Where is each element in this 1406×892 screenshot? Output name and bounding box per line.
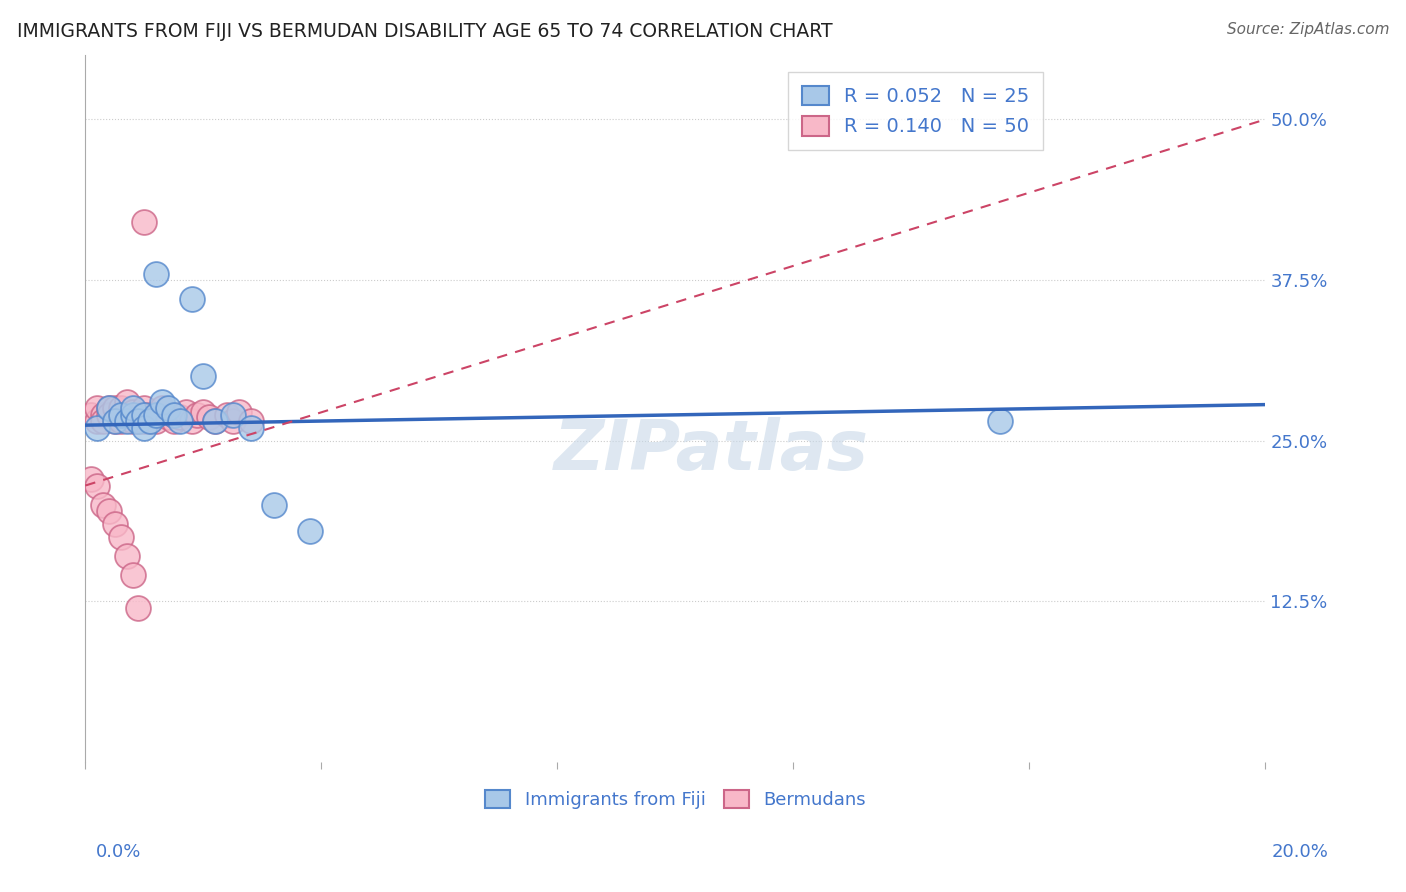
Legend: Immigrants from Fiji, Bermudans: Immigrants from Fiji, Bermudans <box>478 782 873 816</box>
Point <box>239 414 262 428</box>
Point <box>115 395 138 409</box>
Point <box>139 414 162 428</box>
Point <box>169 414 191 428</box>
Point <box>80 472 103 486</box>
Point <box>134 408 156 422</box>
Point <box>97 504 120 518</box>
Point <box>97 401 120 416</box>
Point <box>110 530 132 544</box>
Point <box>86 421 108 435</box>
Point <box>121 401 143 416</box>
Point <box>91 414 114 428</box>
Point <box>156 410 179 425</box>
Point <box>186 408 208 422</box>
Point <box>86 401 108 416</box>
Point <box>139 414 162 428</box>
Point <box>298 524 321 538</box>
Point <box>104 401 127 416</box>
Point <box>222 408 245 422</box>
Point <box>174 405 197 419</box>
Point <box>121 408 143 422</box>
Text: 0.0%: 0.0% <box>96 843 141 861</box>
Point <box>86 414 108 428</box>
Point <box>180 292 202 306</box>
Point <box>91 408 114 422</box>
Point <box>104 414 127 428</box>
Point <box>134 421 156 435</box>
Point <box>91 498 114 512</box>
Point <box>121 414 143 428</box>
Point <box>127 414 149 428</box>
Point <box>198 410 221 425</box>
Text: ZIPatlas: ZIPatlas <box>554 417 869 484</box>
Point <box>193 369 215 384</box>
Point <box>163 414 186 428</box>
Point <box>215 408 238 422</box>
Point <box>127 414 149 428</box>
Point <box>134 408 156 422</box>
Point <box>139 408 162 422</box>
Point <box>988 414 1011 428</box>
Point <box>204 414 226 428</box>
Point <box>80 408 103 422</box>
Point <box>110 408 132 422</box>
Point <box>145 414 167 428</box>
Point <box>156 401 179 416</box>
Point <box>193 405 215 419</box>
Point <box>204 414 226 428</box>
Point <box>121 405 143 419</box>
Point <box>127 600 149 615</box>
Point <box>127 408 149 422</box>
Text: Source: ZipAtlas.com: Source: ZipAtlas.com <box>1226 22 1389 37</box>
Point <box>134 414 156 428</box>
Point <box>134 215 156 229</box>
Text: 20.0%: 20.0% <box>1272 843 1329 861</box>
Point <box>134 401 156 416</box>
Point <box>163 408 186 422</box>
Point <box>145 408 167 422</box>
Point <box>263 498 285 512</box>
Point <box>163 408 186 422</box>
Point <box>145 267 167 281</box>
Point <box>97 401 120 416</box>
Point <box>97 408 120 422</box>
Text: IMMIGRANTS FROM FIJI VS BERMUDAN DISABILITY AGE 65 TO 74 CORRELATION CHART: IMMIGRANTS FROM FIJI VS BERMUDAN DISABIL… <box>17 22 832 41</box>
Point <box>150 395 173 409</box>
Point <box>110 414 132 428</box>
Point <box>86 478 108 492</box>
Point <box>239 421 262 435</box>
Point <box>121 568 143 582</box>
Point <box>169 410 191 425</box>
Point <box>150 401 173 416</box>
Point <box>222 414 245 428</box>
Point <box>145 408 167 422</box>
Point <box>115 414 138 428</box>
Point <box>115 549 138 564</box>
Point <box>228 405 250 419</box>
Point <box>104 414 127 428</box>
Point <box>115 408 138 422</box>
Point <box>180 414 202 428</box>
Point <box>110 401 132 416</box>
Point <box>110 408 132 422</box>
Point <box>104 517 127 532</box>
